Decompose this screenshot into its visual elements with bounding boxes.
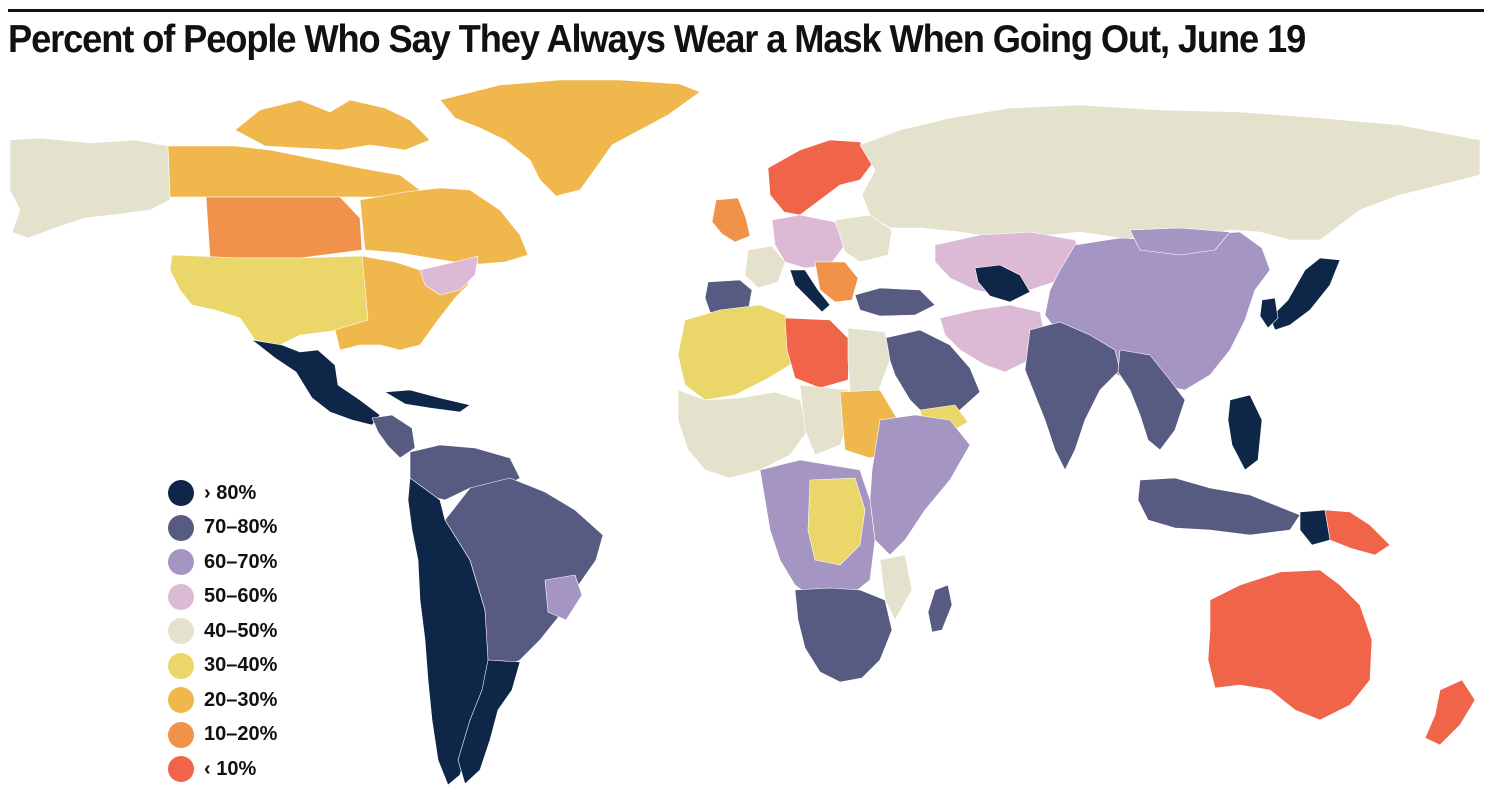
region-west-africa <box>677 389 809 479</box>
region-scandinavia <box>767 139 876 216</box>
region-central-asia <box>934 231 1086 296</box>
region-italy <box>789 269 831 313</box>
legend-swatch <box>168 687 194 714</box>
region-sahel-center <box>799 384 851 456</box>
legend-item-40_50: 40–50% <box>168 614 277 649</box>
region-north-africa <box>677 304 801 401</box>
legend-swatch <box>168 583 194 610</box>
region-west-papua <box>1299 509 1331 546</box>
legend-swatch <box>168 756 194 783</box>
legend-label: 30–40% <box>204 654 278 677</box>
region-uk-ireland <box>711 197 751 243</box>
region-central-america <box>371 414 416 459</box>
legend-label: 40–50% <box>204 619 278 642</box>
region-brazil-south-east <box>544 574 583 621</box>
legend-label: › 80% <box>204 481 257 504</box>
region-uzbekistan <box>974 264 1031 303</box>
region-middle-east <box>884 329 981 421</box>
region-congo-drc <box>807 477 866 566</box>
region-caribbean <box>384 389 471 413</box>
region-france <box>744 245 786 289</box>
region-canada-east <box>359 187 529 265</box>
region-southeast-asia <box>1117 349 1186 451</box>
region-ethiopia-east-africa <box>869 414 971 556</box>
region-korea <box>1259 297 1279 329</box>
region-alaska <box>9 137 171 239</box>
region-canada-prairies <box>205 196 363 259</box>
legend-item-10_20: 10–20% <box>168 718 277 753</box>
region-mexico <box>251 339 381 426</box>
region-usa-west <box>169 254 373 346</box>
region-libya <box>784 317 851 389</box>
legend-item-gt80: › 80% <box>168 476 277 511</box>
top-rule <box>8 9 1484 12</box>
legend-item-50_60: 50–60% <box>168 580 277 615</box>
region-southern-cone <box>457 659 521 785</box>
legend-item-30_40: 30–40% <box>168 649 277 684</box>
legend-item-60_70: 60–70% <box>168 545 277 580</box>
legend-swatch <box>168 721 194 748</box>
legend-label: 60–70% <box>204 550 278 573</box>
region-papua-new-guinea <box>1324 509 1391 556</box>
region-madagascar <box>927 584 953 633</box>
region-mongolia-region <box>1129 227 1231 256</box>
region-australia <box>1207 569 1373 721</box>
region-canada-north <box>167 145 426 198</box>
region-brazil <box>444 477 604 671</box>
region-japan <box>1269 257 1341 331</box>
legend-label: 10–20% <box>204 723 278 746</box>
region-india <box>1024 321 1121 471</box>
region-balkans <box>814 261 859 303</box>
region-indonesia <box>1137 477 1301 536</box>
legend-label: 50–60% <box>204 585 278 608</box>
legend-swatch <box>168 549 194 576</box>
map-title: Percent of People Who Say They Always We… <box>8 18 1306 61</box>
legend-label: ‹ 10% <box>204 757 257 780</box>
region-greenland <box>439 79 701 197</box>
region-russia <box>859 104 1481 241</box>
region-egypt <box>847 327 891 393</box>
legend-label: 20–30% <box>204 688 278 711</box>
region-canada-arctic-islands <box>234 99 431 151</box>
legend-item-20_30: 20–30% <box>168 683 277 718</box>
region-southern-africa <box>794 587 893 683</box>
region-new-zealand <box>1424 679 1476 746</box>
region-philippines <box>1227 394 1263 471</box>
region-turkey <box>854 287 936 317</box>
legend-swatch <box>168 514 194 541</box>
legend-item-lt10: ‹ 10% <box>168 752 277 787</box>
legend-swatch <box>168 618 194 645</box>
legend-label: 70–80% <box>204 516 278 539</box>
legend-swatch <box>168 480 194 507</box>
region-mozambique <box>879 554 913 621</box>
legend: › 80% 70–80% 60–70% 50–60% 40–50% 30–40% 20–30… <box>168 476 277 787</box>
legend-item-70_80: 70–80% <box>168 511 277 546</box>
legend-swatch <box>168 652 194 679</box>
region-usa-northeast <box>419 255 479 296</box>
